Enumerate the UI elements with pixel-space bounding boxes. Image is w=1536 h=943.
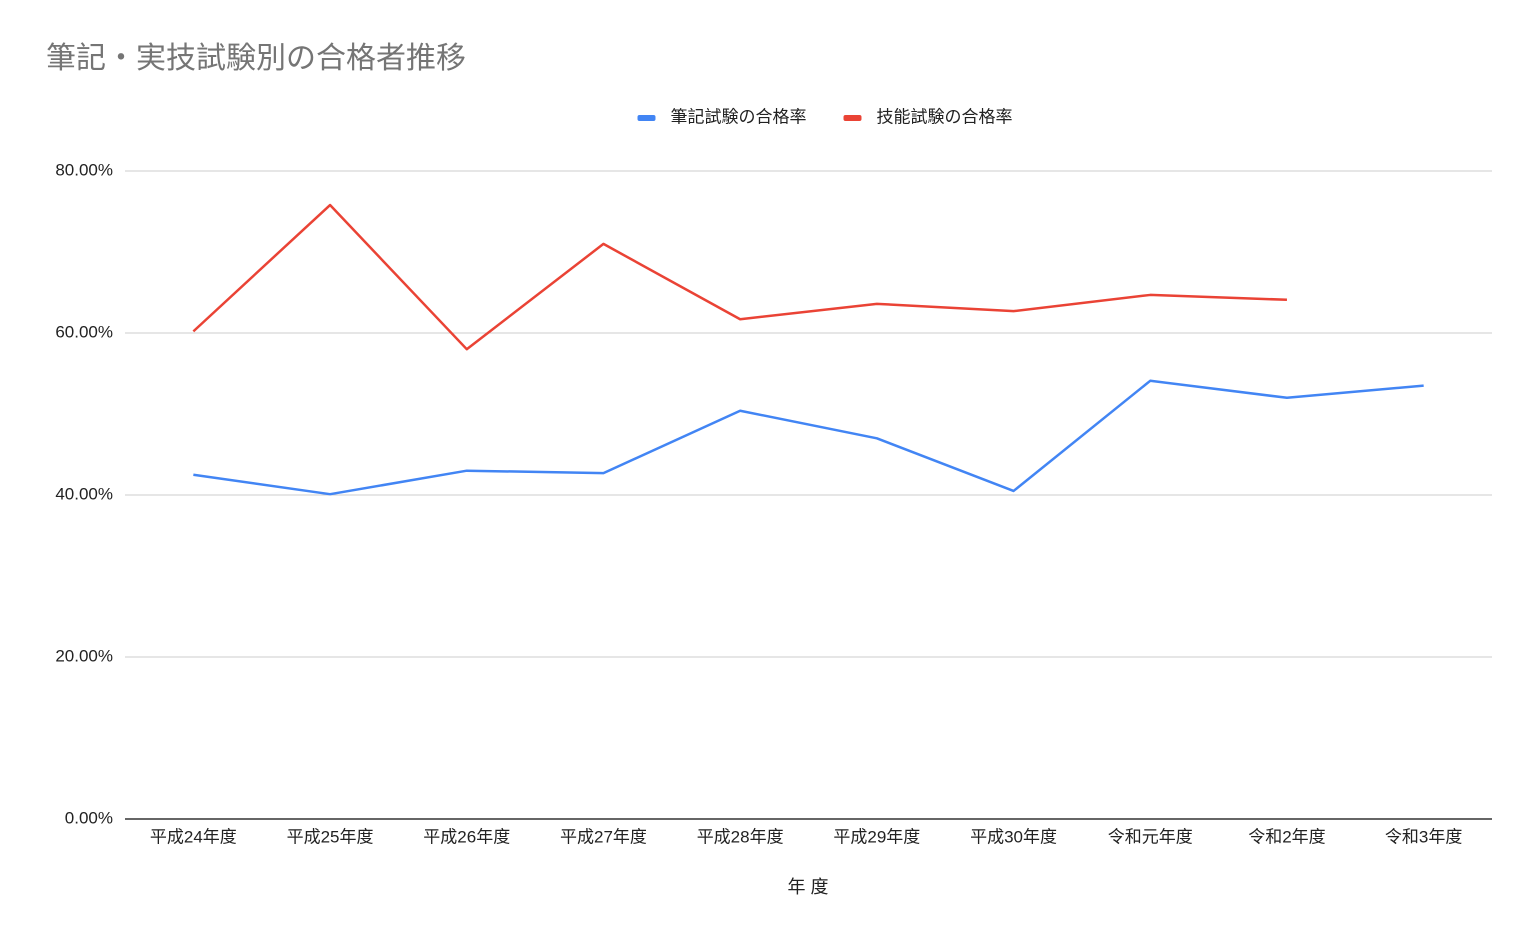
series-line xyxy=(193,379,1424,496)
y-tick-label: 0.00% xyxy=(65,808,113,827)
y-tick-label: 20.00% xyxy=(55,646,113,665)
x-tick-label: 令和元年度 xyxy=(1108,827,1193,846)
x-tick-label: 平成30年度 xyxy=(970,827,1057,846)
x-tick-label: 平成27年度 xyxy=(560,827,647,846)
legend-label: 技能試験の合格率 xyxy=(877,107,1013,126)
legend-label: 筆記試験の合格率 xyxy=(671,107,807,126)
y-tick-label: 80.00% xyxy=(55,160,113,179)
x-tick-label: 令和3年度 xyxy=(1385,827,1462,846)
series-line xyxy=(192,203,1287,351)
chart-title: 筆記・実技試験別の合格者推移 xyxy=(46,42,466,75)
legend-swatch xyxy=(637,115,656,121)
legend-swatch xyxy=(843,115,862,121)
x-tick-label: 平成24年度 xyxy=(150,827,237,846)
x-axis-title: 年 度 xyxy=(787,877,828,897)
x-tick-label: 平成25年度 xyxy=(287,827,374,846)
x-tick-label: 令和2年度 xyxy=(1248,827,1325,846)
x-tick-label: 平成28年度 xyxy=(697,827,784,846)
y-tick-label: 60.00% xyxy=(55,322,113,341)
x-tick-label: 平成26年度 xyxy=(423,827,510,846)
x-tick-label: 平成29年度 xyxy=(833,827,920,846)
y-tick-label: 40.00% xyxy=(55,484,113,503)
